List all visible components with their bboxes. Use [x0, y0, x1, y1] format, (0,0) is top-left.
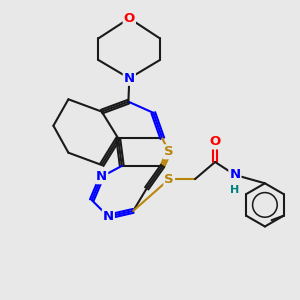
Text: N: N: [229, 168, 241, 182]
Text: N: N: [96, 170, 107, 183]
Text: S: S: [164, 172, 174, 186]
Text: O: O: [209, 135, 221, 148]
Text: O: O: [124, 12, 135, 25]
Text: N: N: [124, 72, 135, 85]
Text: N: N: [103, 210, 114, 223]
Text: S: S: [164, 145, 174, 158]
Text: H: H: [230, 185, 239, 195]
